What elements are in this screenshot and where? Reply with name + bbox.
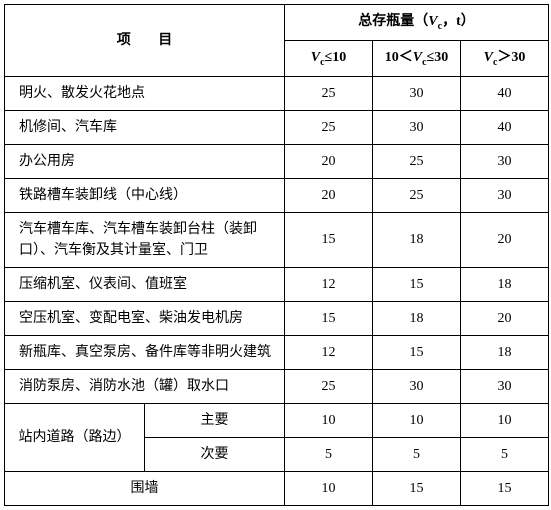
cell: 5 (285, 437, 373, 471)
road-main-label: 主要 (145, 403, 285, 437)
cell: 10 (461, 403, 549, 437)
table-row: 明火、散发火花地点 25 30 40 (5, 76, 549, 110)
cell: 25 (285, 76, 373, 110)
row-label: 明火、散发火花地点 (5, 76, 285, 110)
cell: 18 (373, 212, 461, 267)
cell: 15 (285, 212, 373, 267)
cell: 10 (285, 403, 373, 437)
cell: 5 (461, 437, 549, 471)
table-row: 新瓶库、真空泵房、备件库等非明火建筑 12 15 18 (5, 335, 549, 369)
road-secondary-label: 次要 (145, 437, 285, 471)
cell: 25 (285, 110, 373, 144)
cell: 20 (461, 212, 549, 267)
cell: 25 (373, 144, 461, 178)
table-row: 空压机室、变配电室、柴油发电机房 15 18 20 (5, 301, 549, 335)
table-row: 消防泵房、消防水池（罐）取水口 25 30 30 (5, 369, 549, 403)
cell: 25 (285, 369, 373, 403)
row-label: 机修间、汽车库 (5, 110, 285, 144)
safety-distance-table: 项 目 总存瓶量（Vc，t） Vc≤10 10＜Vc≤30 Vc＞30 明火、散… (4, 4, 549, 506)
cell: 40 (461, 110, 549, 144)
cell: 10 (285, 471, 373, 505)
cell: 18 (461, 335, 549, 369)
table-row: 围墙 10 15 15 (5, 471, 549, 505)
row-label: 汽车槽车库、汽车槽车装卸台柱（装卸口）、汽车衡及其计量室、门卫 (5, 212, 285, 267)
cell: 15 (285, 301, 373, 335)
road-group-label: 站内道路（路边） (5, 403, 145, 471)
cell: 15 (461, 471, 549, 505)
table-row: 站内道路（路边） 主要 10 10 10 (5, 403, 549, 437)
header-col-1: Vc≤10 (285, 40, 373, 76)
cell: 12 (285, 335, 373, 369)
header-col-3: Vc＞30 (461, 40, 549, 76)
cell: 12 (285, 267, 373, 301)
cell: 40 (461, 76, 549, 110)
header-project: 项 目 (5, 5, 285, 77)
cell: 20 (461, 301, 549, 335)
row-label: 空压机室、变配电室、柴油发电机房 (5, 301, 285, 335)
cell: 25 (373, 178, 461, 212)
cell: 18 (373, 301, 461, 335)
cell: 30 (373, 76, 461, 110)
cell: 30 (461, 144, 549, 178)
cell: 30 (461, 178, 549, 212)
header-col-2: 10＜Vc≤30 (373, 40, 461, 76)
table-row: 办公用房 20 25 30 (5, 144, 549, 178)
row-label: 铁路槽车装卸线（中心线） (5, 178, 285, 212)
table-row: 压缩机室、仪表间、值班室 12 15 18 (5, 267, 549, 301)
header-row-1: 项 目 总存瓶量（Vc，t） (5, 5, 549, 41)
cell: 15 (373, 471, 461, 505)
table-row: 机修间、汽车库 25 30 40 (5, 110, 549, 144)
cell: 30 (373, 110, 461, 144)
cell: 10 (373, 403, 461, 437)
row-label: 办公用房 (5, 144, 285, 178)
cell: 20 (285, 144, 373, 178)
row-label: 消防泵房、消防水池（罐）取水口 (5, 369, 285, 403)
cell: 18 (461, 267, 549, 301)
header-total: 总存瓶量（Vc，t） (285, 5, 549, 41)
row-label: 压缩机室、仪表间、值班室 (5, 267, 285, 301)
table-row: 铁路槽车装卸线（中心线） 20 25 30 (5, 178, 549, 212)
cell: 20 (285, 178, 373, 212)
cell: 30 (461, 369, 549, 403)
cell: 5 (373, 437, 461, 471)
table-row: 汽车槽车库、汽车槽车装卸台柱（装卸口）、汽车衡及其计量室、门卫 15 18 20 (5, 212, 549, 267)
cell: 30 (373, 369, 461, 403)
row-label: 新瓶库、真空泵房、备件库等非明火建筑 (5, 335, 285, 369)
cell: 15 (373, 335, 461, 369)
cell: 15 (373, 267, 461, 301)
wall-label: 围墙 (5, 471, 285, 505)
